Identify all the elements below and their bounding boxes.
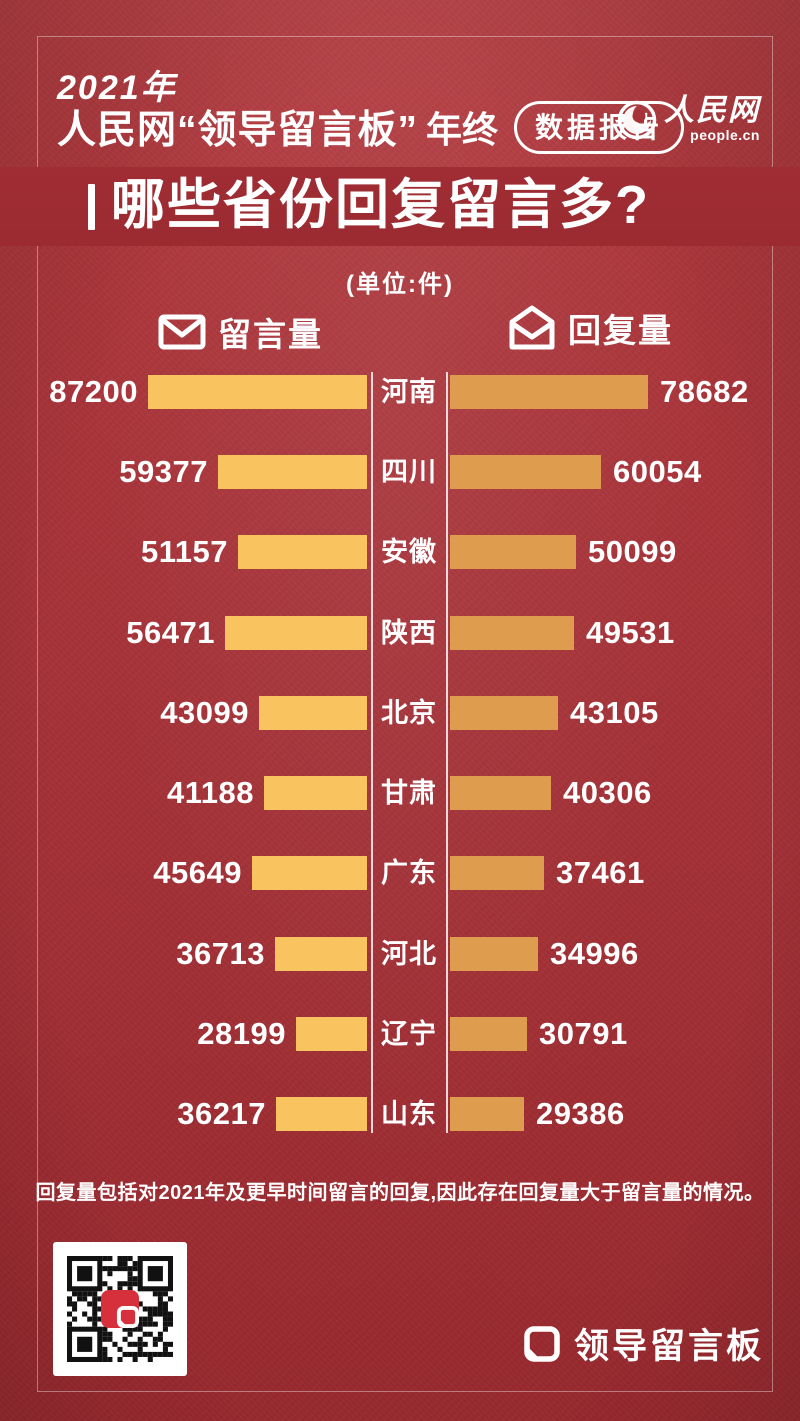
bar-right <box>450 375 648 409</box>
open-envelope-icon <box>509 305 555 350</box>
bar-right <box>450 696 558 730</box>
board-name: “领导留言板” <box>177 109 419 152</box>
bar-left <box>264 776 367 810</box>
qr-center-logo <box>101 1290 140 1329</box>
bar-left <box>252 856 367 890</box>
legend-label-messages: 留言量 <box>218 316 323 353</box>
right-value: 43105 <box>570 695 659 730</box>
bar-left <box>225 616 367 650</box>
left-value: 51157 <box>141 534 228 569</box>
right-value: 50099 <box>588 534 677 569</box>
people-cn-logo-name: 人民网 <box>664 94 760 127</box>
right-value: 40306 <box>563 775 652 810</box>
right-value: 49531 <box>586 615 675 650</box>
province-label: 河北 <box>381 939 437 969</box>
bar-left <box>218 455 367 489</box>
left-value: 41188 <box>167 775 254 810</box>
left-value: 59377 <box>119 454 208 489</box>
bar-right <box>450 776 551 810</box>
province-label: 甘肃 <box>381 778 437 808</box>
province-label: 北京 <box>381 698 437 728</box>
province-label: 安徽 <box>381 537 437 567</box>
legend-item-messages: 留言量 <box>158 308 323 356</box>
unit-note: (单位:件) <box>346 271 454 298</box>
title-band: 哪些省份回复留言多? <box>0 167 800 246</box>
bar-left <box>238 535 367 569</box>
left-value: 36217 <box>177 1096 266 1131</box>
bar-right <box>450 937 538 971</box>
bar-right <box>450 616 574 650</box>
footer-brand: 领导留言板 <box>522 1318 764 1369</box>
left-value: 56471 <box>126 615 215 650</box>
footnote: 回复量包括对2021年及更早时间留言的回复,因此存在回复量大于留言量的情况。 <box>35 1182 765 1204</box>
left-value: 36713 <box>176 936 265 971</box>
province-label: 广东 <box>381 858 437 888</box>
bar-right <box>450 535 576 569</box>
province-label: 陕西 <box>381 618 437 648</box>
bar-left <box>148 375 367 409</box>
bar-left <box>259 696 367 730</box>
bar-right <box>450 1097 524 1131</box>
right-value: 29386 <box>536 1096 625 1131</box>
legend-item-replies: 回复量 <box>508 304 673 352</box>
page-title: 哪些省份回复留言多? <box>111 174 650 235</box>
left-value: 43099 <box>160 695 249 730</box>
message-board-bubble-icon <box>116 1305 140 1329</box>
footer-brand-name: 领导留言板 <box>573 1327 764 1366</box>
province-label: 四川 <box>381 457 437 487</box>
legend-label-replies: 回复量 <box>568 312 673 349</box>
province-label: 河南 <box>381 377 437 407</box>
people-cn-logo-domain: people.cn <box>690 127 760 143</box>
province-label: 辽宁 <box>381 1019 437 1049</box>
center-divider-right <box>446 372 448 1133</box>
right-value: 60054 <box>613 454 702 489</box>
message-board-bubble-icon <box>524 1325 560 1362</box>
people-cn-logo: 人民网 people.cn <box>616 96 760 143</box>
right-value: 34996 <box>550 936 639 971</box>
left-value: 87200 <box>49 374 138 409</box>
qr-code <box>53 1242 187 1376</box>
center-divider-left <box>371 372 373 1133</box>
bar-right <box>450 1017 527 1051</box>
brand-name: 人民网 <box>57 109 178 152</box>
left-value: 28199 <box>197 1016 286 1051</box>
report-suffix: 年终 <box>426 109 499 150</box>
province-label: 山东 <box>381 1099 437 1129</box>
right-value: 37461 <box>556 855 645 890</box>
qr-modules <box>67 1256 173 1362</box>
closed-envelope-icon <box>158 314 206 350</box>
right-value: 30791 <box>539 1016 628 1051</box>
left-value: 45649 <box>153 855 242 890</box>
bar-left <box>296 1017 367 1051</box>
year-label: 2021年 <box>57 69 177 107</box>
bar-right <box>450 856 544 890</box>
title-tick-bar <box>88 183 95 230</box>
bar-left <box>276 1097 367 1131</box>
bar-right <box>450 455 601 489</box>
bar-left <box>275 937 367 971</box>
right-value: 78682 <box>660 374 749 409</box>
people-cn-swirl-icon <box>617 100 657 139</box>
poster-border-frame <box>37 36 773 1392</box>
